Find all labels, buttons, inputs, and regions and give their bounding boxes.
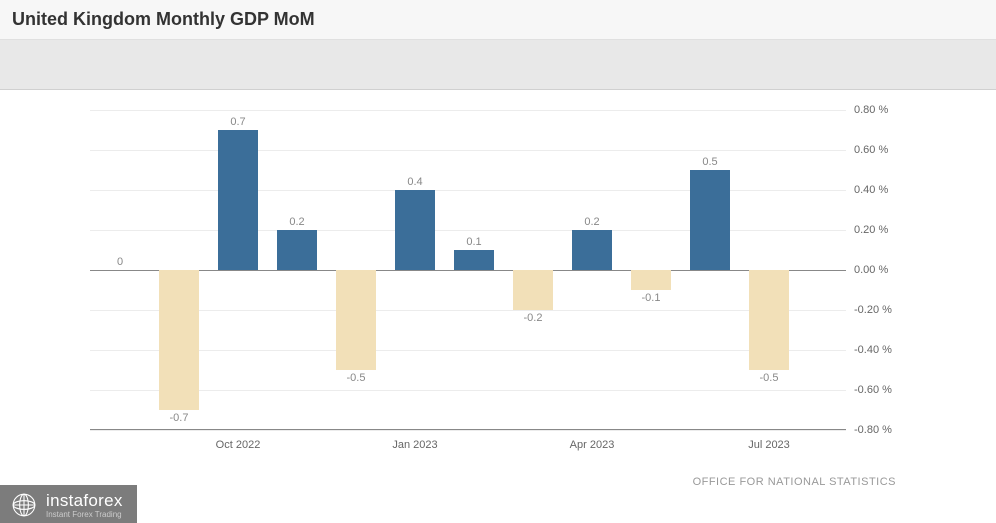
subheader-band (0, 40, 996, 90)
y-tick-label: 0.20 % (854, 224, 916, 236)
x-axis-label: Apr 2023 (570, 439, 615, 451)
bar-value-label: -0.2 (513, 312, 553, 324)
bar (631, 270, 671, 290)
bar (572, 230, 612, 270)
gridline (90, 150, 846, 151)
bar-value-label: -0.1 (631, 292, 671, 304)
bar (749, 270, 789, 370)
bar-value-label: -0.5 (749, 372, 789, 384)
source-attribution: OFFICE FOR NATIONAL STATISTICS (693, 476, 896, 488)
bar-value-label: 0.4 (395, 176, 435, 188)
chart-area: -0.80 % -0.60 % -0.40 % -0.20 % 0.00 % 0.20 %… (90, 110, 916, 460)
bar-value-label: 0.2 (572, 216, 612, 228)
bar-value-label: 0 (100, 256, 140, 268)
y-tick-label: -0.20 % (854, 304, 916, 316)
globe-icon (10, 491, 38, 519)
bar (513, 270, 553, 310)
bar (336, 270, 376, 370)
gridline (90, 310, 846, 311)
bar (454, 250, 494, 270)
y-tick-label: 0.60 % (854, 144, 916, 156)
bar-value-label: -0.7 (159, 412, 199, 424)
y-tick-label: -0.60 % (854, 384, 916, 396)
bar-value-label: 0.1 (454, 236, 494, 248)
gridline (90, 190, 846, 191)
gridline (90, 110, 846, 111)
watermark-text: instaforex Instant Forex Trading (46, 492, 123, 519)
gridline (90, 230, 846, 231)
y-tick-label: 0.80 % (854, 104, 916, 116)
y-tick-label: 0.00 % (854, 264, 916, 276)
bar-value-label: 0.5 (690, 156, 730, 168)
chart-title: United Kingdom Monthly GDP MoM (12, 9, 315, 30)
gridline (90, 430, 846, 431)
watermark-slogan: Instant Forex Trading (46, 511, 123, 519)
plot-region: -0.80 %-0.60 %-0.40 %-0.20 %0.00 %0.20 %… (90, 110, 846, 430)
x-axis-label: Jan 2023 (392, 439, 437, 451)
bar (159, 270, 199, 410)
y-tick-label: 0.40 % (854, 184, 916, 196)
y-tick-label: -0.80 % (854, 424, 916, 436)
bar (690, 170, 730, 270)
bar (218, 130, 258, 270)
gridline (90, 390, 846, 391)
gridline (90, 350, 846, 351)
y-tick-label: -0.40 % (854, 344, 916, 356)
chart-header: United Kingdom Monthly GDP MoM (0, 0, 996, 40)
x-axis-label: Jul 2023 (748, 439, 790, 451)
watermark: instaforex Instant Forex Trading (0, 485, 137, 523)
bar-value-label: 0.7 (218, 116, 258, 128)
watermark-brand: instaforex (46, 492, 123, 509)
bar-value-label: 0.2 (277, 216, 317, 228)
bar-value-label: -0.5 (336, 372, 376, 384)
x-axis-label: Oct 2022 (216, 439, 261, 451)
zero-line (90, 270, 846, 271)
bar (395, 190, 435, 270)
bar (277, 230, 317, 270)
